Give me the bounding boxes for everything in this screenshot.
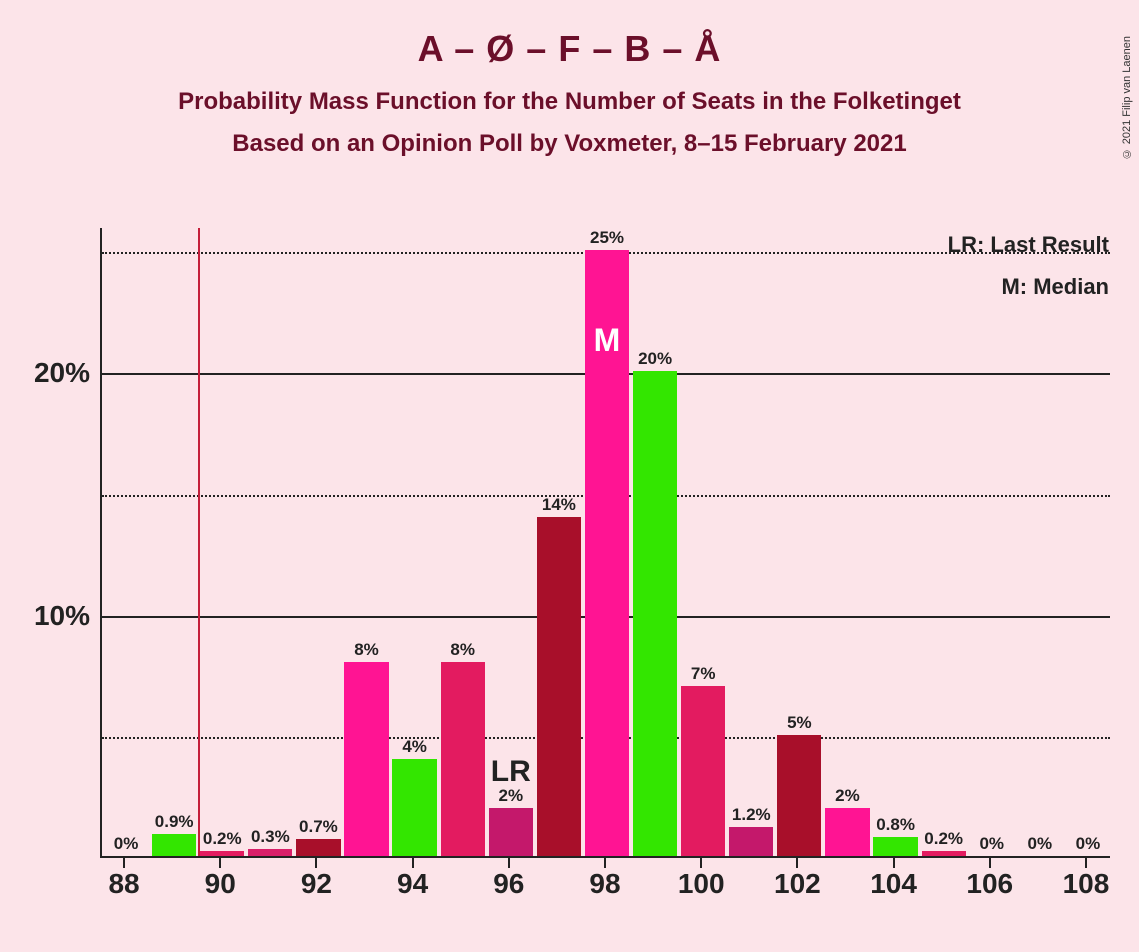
x-tick-label: 98: [589, 868, 620, 900]
bar-value-label: 0.7%: [299, 817, 338, 837]
bar-value-label: 0.9%: [155, 812, 194, 832]
bar: [681, 686, 725, 856]
bar-value-label: 8%: [354, 640, 379, 660]
lr-marker: LR: [491, 755, 531, 789]
last-result-line: [198, 228, 200, 856]
y-tick-label: 10%: [10, 600, 90, 632]
axes: 0%0.9%0.2%0.3%0.7%8%4%8%2%LR14%25%M20%7%…: [100, 228, 1110, 858]
bar-value-label: 0%: [1076, 834, 1101, 854]
bar: [922, 851, 966, 856]
x-tick-label: 106: [966, 868, 1013, 900]
x-tick-mark: [989, 858, 991, 868]
bar-value-label: 0%: [114, 834, 139, 854]
x-tick-label: 100: [678, 868, 725, 900]
chart-source: Based on an Opinion Poll by Voxmeter, 8–…: [0, 130, 1139, 158]
bar: [344, 662, 388, 856]
x-tick-label: 94: [397, 868, 428, 900]
bar-value-label: 20%: [638, 349, 672, 369]
bar-value-label: 4%: [402, 737, 427, 757]
bar: [633, 371, 677, 856]
x-tick-label: 90: [205, 868, 236, 900]
x-tick-mark: [123, 858, 125, 868]
bar-value-label: 5%: [787, 713, 812, 733]
bar-value-label: 0.2%: [203, 829, 242, 849]
bar: [392, 759, 436, 856]
x-tick-label: 96: [493, 868, 524, 900]
x-tick-mark: [412, 858, 414, 868]
x-tick-mark: [893, 858, 895, 868]
y-tick-label: 20%: [10, 357, 90, 389]
median-marker: M: [594, 322, 621, 359]
bar-value-label: 0%: [979, 834, 1004, 854]
x-tick-mark: [508, 858, 510, 868]
bar: [441, 662, 485, 856]
bar-value-label: 0.8%: [876, 815, 915, 835]
x-tick-label: 102: [774, 868, 821, 900]
bar-value-label: 2%: [835, 786, 860, 806]
bar-value-label: 14%: [542, 495, 576, 515]
bar-value-label: 0.2%: [924, 829, 963, 849]
bar-value-label: 0%: [1028, 834, 1053, 854]
bar-value-label: 0.3%: [251, 827, 290, 847]
bar-value-label: 25%: [590, 228, 624, 248]
plot-area: 0%0.9%0.2%0.3%0.7%8%4%8%2%LR14%25%M20%7%…: [100, 228, 1110, 858]
bar: [825, 808, 869, 856]
bar: [489, 808, 533, 856]
bar-value-label: 8%: [450, 640, 475, 660]
x-tick-label: 88: [108, 868, 139, 900]
x-tick-mark: [219, 858, 221, 868]
bar: [729, 827, 773, 856]
x-tick-label: 108: [1063, 868, 1110, 900]
bar: [777, 735, 821, 856]
x-tick-label: 92: [301, 868, 332, 900]
x-tick-mark: [604, 858, 606, 868]
bar: [248, 849, 292, 856]
chart-subtitle: Probability Mass Function for the Number…: [0, 88, 1139, 116]
bar: [873, 837, 917, 856]
bar-value-label: 7%: [691, 664, 716, 684]
x-tick-mark: [315, 858, 317, 868]
x-tick-mark: [1085, 858, 1087, 868]
bar-value-label: 1.2%: [732, 805, 771, 825]
x-tick-mark: [700, 858, 702, 868]
bar: [200, 851, 244, 856]
bar-value-label: 2%: [499, 786, 524, 806]
bar: [537, 517, 581, 856]
bar: [296, 839, 340, 856]
x-tick-label: 104: [870, 868, 917, 900]
chart-title: A – Ø – F – B – Å: [0, 28, 1139, 70]
bar: [152, 834, 196, 856]
x-tick-mark: [796, 858, 798, 868]
copyright-notice: © 2021 Filip van Laenen: [1121, 36, 1133, 159]
